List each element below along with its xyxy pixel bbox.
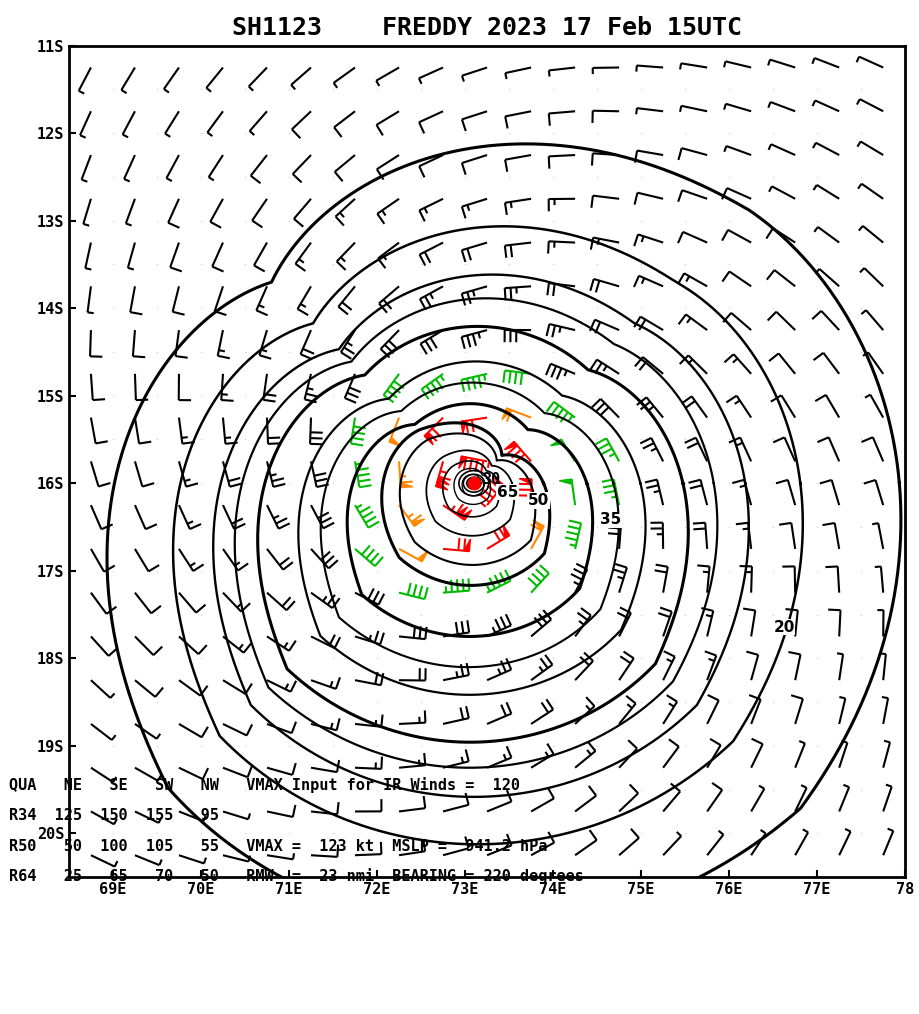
Text: 65: 65 (497, 485, 518, 500)
Polygon shape (519, 479, 531, 484)
Text: R34  125  150  155   95: R34 125 150 155 95 (9, 808, 219, 823)
Polygon shape (505, 441, 517, 449)
Polygon shape (533, 520, 544, 530)
Polygon shape (437, 477, 449, 485)
Text: R50   50  100  105   55   VMAX =  123 kt  MSLP =  941.2 hPa: R50 50 100 105 55 VMAX = 123 kt MSLP = 9… (9, 839, 548, 854)
Text: R64   25   65   70   50   RMW  =  23 nmi  BEARING = 220 degrees: R64 25 65 70 50 RMW = 23 nmi BEARING = 2… (9, 868, 584, 884)
Polygon shape (560, 479, 573, 485)
Polygon shape (425, 433, 433, 445)
Polygon shape (504, 525, 510, 538)
Polygon shape (550, 439, 563, 446)
Text: 50: 50 (528, 493, 550, 508)
Polygon shape (412, 519, 425, 526)
Polygon shape (494, 477, 504, 489)
Polygon shape (390, 437, 401, 446)
Text: 20: 20 (773, 620, 795, 635)
Polygon shape (417, 551, 428, 562)
Title: SH1123    FREDDY 2023 17 Feb 15UTC: SH1123 FREDDY 2023 17 Feb 15UTC (233, 15, 742, 40)
Polygon shape (464, 539, 471, 552)
Polygon shape (401, 483, 413, 488)
Polygon shape (456, 507, 468, 517)
Polygon shape (461, 421, 466, 434)
Polygon shape (459, 456, 466, 468)
Text: 30: 30 (482, 473, 500, 488)
Polygon shape (502, 409, 511, 420)
Text: QUA   NE   SE   SW   NW   VMAX Input for IR Winds =  120: QUA NE SE SW NW VMAX Input for IR Winds … (9, 777, 520, 793)
Text: 35: 35 (600, 512, 621, 527)
Polygon shape (436, 482, 448, 490)
Polygon shape (460, 510, 471, 520)
